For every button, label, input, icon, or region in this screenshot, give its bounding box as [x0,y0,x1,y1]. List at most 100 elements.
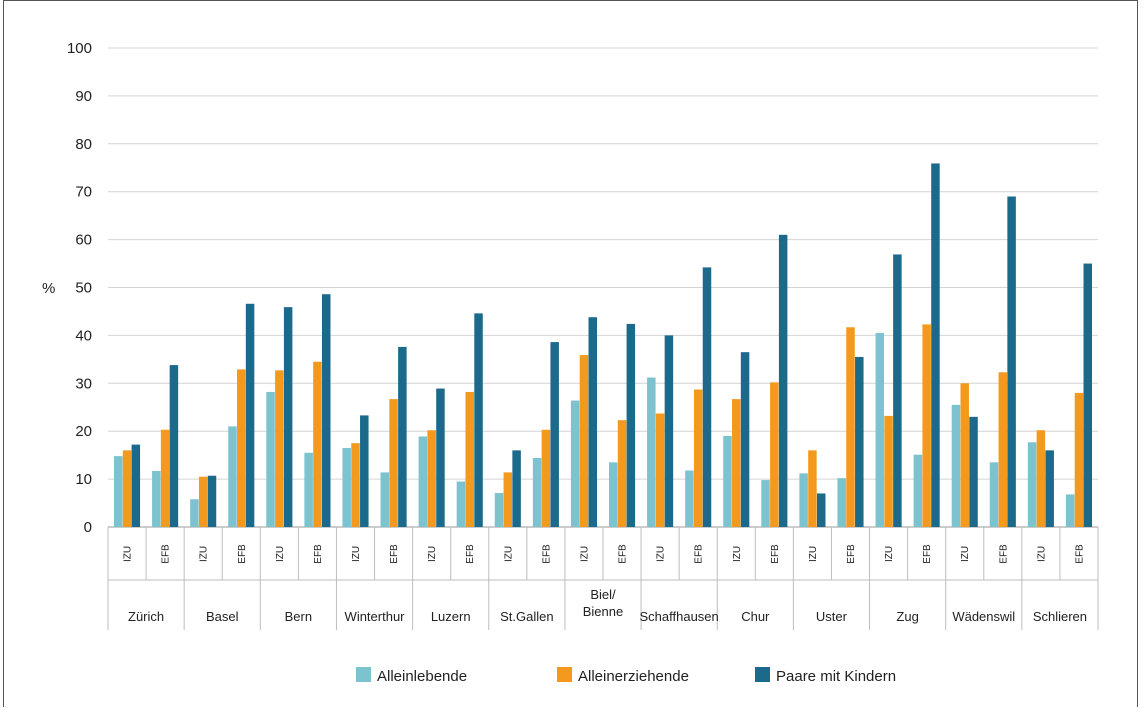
y-tick-label: 70 [75,184,92,201]
y-tick-label: 60 [75,232,92,249]
subcategory-label: EFB [541,544,552,564]
bar-alleinlebende [570,400,580,527]
bar-paare-mit-kindern [321,294,331,527]
bar-alleinlebende [647,377,656,527]
bar-alleinlebende [266,391,275,527]
city-label: Schlieren [1033,609,1087,624]
y-tick-label: 20 [75,423,92,440]
bar-alleinerziehende [160,429,170,527]
bar-paare-mit-kindern [245,303,255,527]
bar-paare-mit-kindern [626,323,636,527]
bar-alleinlebende [456,481,466,527]
subcategory-label: IZU [123,546,134,562]
subcategory-label: EFB [389,544,400,564]
legend-label-alleinlebende: Alleinlebende [377,668,467,685]
bar-alleinlebende [380,472,390,527]
bar-alleinerziehende [846,327,855,527]
subcategory-label: IZU [351,546,362,562]
bar-alleinlebende [228,426,237,527]
bar-alleinlebende [532,458,542,527]
bar-paare-mit-kindern [816,493,826,527]
city-label: Zug [896,609,918,624]
bar-alleinerziehende [579,355,589,527]
bar-alleinlebende [989,462,999,527]
bar-paare-mit-kindern [931,163,940,527]
bar-alleinerziehende [960,383,969,527]
bar-alleinlebende [113,456,123,527]
chart-frame [3,0,1138,707]
subcategory-label: IZU [275,546,286,562]
bar-alleinerziehende [693,389,703,527]
city-label: Zürich [128,609,164,624]
y-tick-label: 100 [67,40,92,57]
bar-alleinlebende [685,470,694,527]
bar-alleinerziehende [122,450,132,527]
subcategory-label: IZU [503,546,514,562]
city-label: Wädenswil [952,609,1015,624]
bar-alleinerziehende [884,415,893,527]
bar-paare-mit-kindern [512,450,521,527]
city-label: Basel [206,609,239,624]
legend-label-alleinerziehende: Alleinerziehende [578,668,689,685]
bar-alleinlebende [875,333,885,527]
bar-alleinlebende [608,462,618,527]
city-label: St.Gallen [500,609,553,624]
bar-paare-mit-kindern [778,234,788,527]
bar-alleinlebende [913,454,923,527]
subcategory-label: EFB [313,544,324,564]
bar-alleinlebende [1065,494,1075,527]
y-tick-label: 80 [75,136,92,153]
y-tick-label: 50 [75,280,92,297]
city-label-line: Bienne [583,604,623,619]
subcategory-label: IZU [732,546,743,562]
subcategory-label: EFB [846,544,857,564]
bar-alleinlebende [418,436,428,527]
bar-alleinlebende [723,435,732,527]
x-axis: IZU EFB Zürich IZU EFB Basel IZU EFB Bern IZU EFB W… [107,527,1099,630]
legend: Alleinlebende Alleinerziehende Paare mit K… [356,667,896,685]
city-label: Chur [741,609,770,624]
bar-alleinerziehende [655,413,665,527]
bar-alleinlebende [799,473,808,527]
bar-alleinlebende [342,447,351,527]
subcategory-label: EFB [922,544,933,564]
bar-alleinlebende [152,470,161,527]
bar-paare-mit-kindern [740,352,750,527]
subcategory-label: IZU [656,546,667,562]
bar-paare-mit-kindern [436,388,445,527]
bar-alleinlebende [190,499,199,527]
bar-alleinlebende [1027,442,1037,527]
bar-alleinerziehende [808,450,817,527]
y-tick-label: 90 [75,88,92,105]
bar-paare-mit-kindern [169,365,179,527]
bar-alleinerziehende [427,430,436,527]
bar-alleinerziehende [313,361,322,527]
bar-alleinerziehende [389,399,398,527]
bar-alleinerziehende [617,420,627,527]
bar-alleinerziehende [541,429,551,527]
y-axis-label: % [42,280,55,297]
bar-alleinerziehende [465,391,474,527]
bar-alleinerziehende [198,476,208,527]
bar-paare-mit-kindern [360,415,369,527]
bar-paare-mit-kindern [588,317,598,527]
bar-paare-mit-kindern [1045,450,1054,527]
bar-alleinerziehende [237,369,246,527]
legend-swatch-alleinerziehende [557,667,572,682]
subcategory-label: EFB [465,544,476,564]
bar-alleinerziehende [922,324,931,527]
city-label: Biel/Bienne [583,587,623,619]
legend-swatch-paare-mit-kindern [755,667,770,682]
city-label: Winterthur [345,609,406,624]
bar-paare-mit-kindern [398,346,407,527]
bar-alleinlebende [761,480,770,527]
subcategory-label: EFB [770,544,781,564]
subcategory-label: EFB [237,544,248,564]
bar-paare-mit-kindern [893,254,902,527]
bar-paare-mit-kindern [207,475,217,527]
bar-paare-mit-kindern [131,444,141,527]
subcategory-label: EFB [161,544,172,564]
bar-alleinerziehende [770,382,779,527]
bar-paare-mit-kindern [550,342,559,527]
